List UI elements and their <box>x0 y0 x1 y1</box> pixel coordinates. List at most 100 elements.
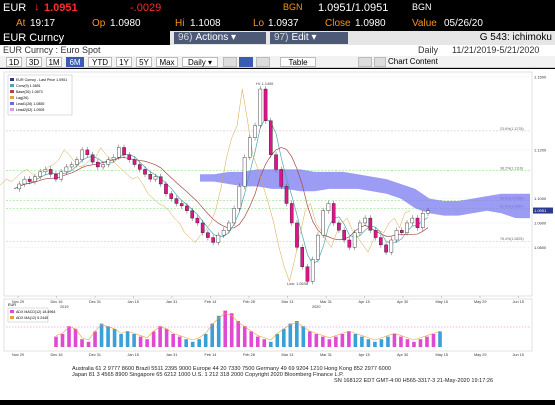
candle-body <box>33 176 37 182</box>
candle-body <box>305 266 310 282</box>
y-tick-label: 1.1200 <box>534 147 547 152</box>
table-button[interactable]: Table <box>280 57 316 67</box>
candle-body <box>127 154 132 160</box>
y-tick-label: 1.0900 <box>534 220 547 225</box>
candle-body <box>153 176 158 180</box>
candle-body <box>284 186 289 204</box>
candle-body <box>185 205 189 211</box>
sub-bar <box>99 323 104 347</box>
period-5y[interactable]: 5Y <box>136 57 152 67</box>
sub-bar <box>366 339 371 347</box>
x-tick-label: Jan 15 <box>128 353 139 357</box>
candle-body <box>399 230 404 233</box>
candle-body <box>358 222 362 233</box>
candle-body <box>242 157 247 187</box>
actions-button[interactable]: 96) Actions ▾ <box>174 32 266 44</box>
candle-body <box>420 213 425 229</box>
x-tick-label: Mar 13 <box>282 300 294 304</box>
candle-body <box>80 149 84 160</box>
sub-bar <box>229 313 234 347</box>
year-label: 2020 <box>312 305 320 309</box>
candle-body <box>174 198 179 204</box>
high-annotation: Hi: 1.1496 <box>256 82 273 86</box>
sub-bar <box>171 334 175 347</box>
candle-body <box>164 183 168 194</box>
candle-body <box>415 217 420 229</box>
period-6m[interactable]: 6M <box>66 57 84 67</box>
candle-body <box>48 169 53 175</box>
date-range[interactable]: 11/21/2019-5/21/2020 <box>452 45 540 55</box>
legend-item: Conv(9) 1.0891 <box>16 84 41 88</box>
candlesticks <box>17 86 430 285</box>
chart-style-icon[interactable] <box>239 57 253 67</box>
candle-body <box>38 171 43 177</box>
candle-body <box>410 217 415 224</box>
sub-bar <box>386 336 390 347</box>
chart-type-icon[interactable] <box>223 57 237 67</box>
period-1y[interactable]: 1Y <box>116 57 132 67</box>
sub-bar <box>216 315 221 347</box>
year-label: 2019 <box>60 305 68 309</box>
x-tick-label: Feb 14 <box>205 353 217 357</box>
candle-body <box>274 154 278 170</box>
candle-body <box>106 159 111 165</box>
sub-bar <box>177 336 182 347</box>
candle-body <box>248 137 252 158</box>
footer-line2: Japan 81 3 4565 8900 Singapore 65 6212 1… <box>72 372 344 378</box>
chart-content-icon[interactable] <box>374 57 386 67</box>
period-3d[interactable]: 3D <box>26 57 42 67</box>
sub-bar <box>288 323 293 347</box>
period-1m[interactable]: 1M <box>46 57 62 67</box>
fib-label: 38.2%(1.1116) <box>500 166 523 170</box>
legend-item: Base(26) 1.0873 <box>16 90 43 94</box>
candle-icon[interactable] <box>256 57 270 67</box>
sub-legend-item: ADX MA(12) 5.2445 <box>16 316 48 320</box>
candle-body <box>200 222 205 233</box>
open-label: Op <box>92 18 106 29</box>
y-tick-label: 1.1500 <box>534 74 547 79</box>
sub-bar <box>203 334 208 347</box>
candle-body <box>263 88 268 121</box>
candle-body <box>321 210 325 236</box>
candle-body <box>211 237 215 243</box>
security-title: EUR Curncy <box>0 31 170 45</box>
sub-legend-item: ADX MACD(12) 18.4964 <box>16 310 55 314</box>
candle-body <box>195 217 200 224</box>
x-tick-label: Feb 14 <box>205 300 217 304</box>
frequency-select[interactable]: Daily ▾ <box>182 57 218 67</box>
candle-body <box>342 230 346 241</box>
candle-body <box>394 230 399 241</box>
sub-bar <box>132 334 136 347</box>
candle-body <box>27 178 32 182</box>
quote-bar: EUR ↓ 1.0951 -.0029 BGN 1.0951/1.0951 BG… <box>0 0 555 17</box>
value-label: Value <box>412 18 437 29</box>
candle-body <box>17 183 22 190</box>
x-axis: Nov 29 Nov 29 Dec 16 Dec 16 Dec 31 Dec 31 Jan … <box>12 296 524 357</box>
candle-body <box>352 232 357 248</box>
period-1d[interactable]: 1D <box>6 57 22 67</box>
candle-body <box>122 147 126 155</box>
edit-button[interactable]: 97) Edit ▾ <box>270 32 348 44</box>
footer-line3: SN 168122 EDT GMT-4:00 H565-3317-3 21-Ma… <box>334 378 493 384</box>
candle-body <box>389 239 394 253</box>
x-tick-label: Apr 15 <box>359 300 370 304</box>
down-arrow-icon: ↓ <box>34 1 40 13</box>
edit-label: Edit ▾ <box>291 32 317 43</box>
candle-body <box>300 247 305 267</box>
gear-icon[interactable] <box>358 57 372 67</box>
period-max[interactable]: Max <box>156 57 178 67</box>
chart-content-button[interactable]: Chart Content <box>388 57 438 66</box>
y-tick-label: 1.0800 <box>534 245 547 250</box>
candle-body <box>373 230 378 238</box>
candle-body <box>43 169 48 173</box>
last-price: 1.0951 <box>44 2 78 14</box>
sub-bar <box>86 341 91 347</box>
sub-bar <box>412 341 416 347</box>
candle-body <box>363 217 367 224</box>
ticker: EUR <box>3 2 27 14</box>
candle-body <box>179 203 184 207</box>
period-ytd[interactable]: YTD <box>88 57 112 67</box>
candle-body <box>190 210 194 219</box>
x-tick-label: Feb 28 <box>243 353 255 357</box>
security-name: EUR Curncy : Euro Spot <box>3 45 101 55</box>
